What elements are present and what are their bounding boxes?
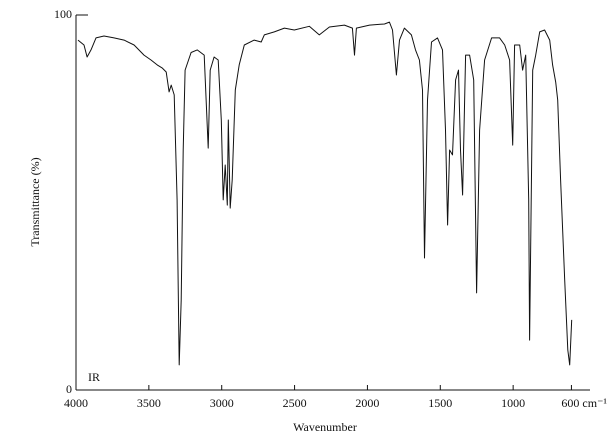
- x-tick-label: 2500: [283, 396, 307, 410]
- x-tick-label: 2000: [355, 396, 379, 410]
- y-axis-label: Transmittance (%): [28, 157, 42, 246]
- x-tick-label: 1000: [501, 396, 525, 410]
- x-tick-label: 1500: [428, 396, 452, 410]
- x-tick-label: 3000: [210, 396, 234, 410]
- x-tick-label: 4000: [64, 396, 88, 410]
- x-axis-label: Wavenumber: [293, 420, 357, 434]
- annotation: IR: [88, 370, 100, 384]
- y-tick-label: 0: [66, 382, 72, 396]
- spectrum-line: [77, 21, 573, 366]
- x-tick-label: 3500: [137, 396, 161, 410]
- y-tick-label: 100: [54, 7, 72, 21]
- x-tick-label: 600 cm⁻¹: [561, 396, 607, 410]
